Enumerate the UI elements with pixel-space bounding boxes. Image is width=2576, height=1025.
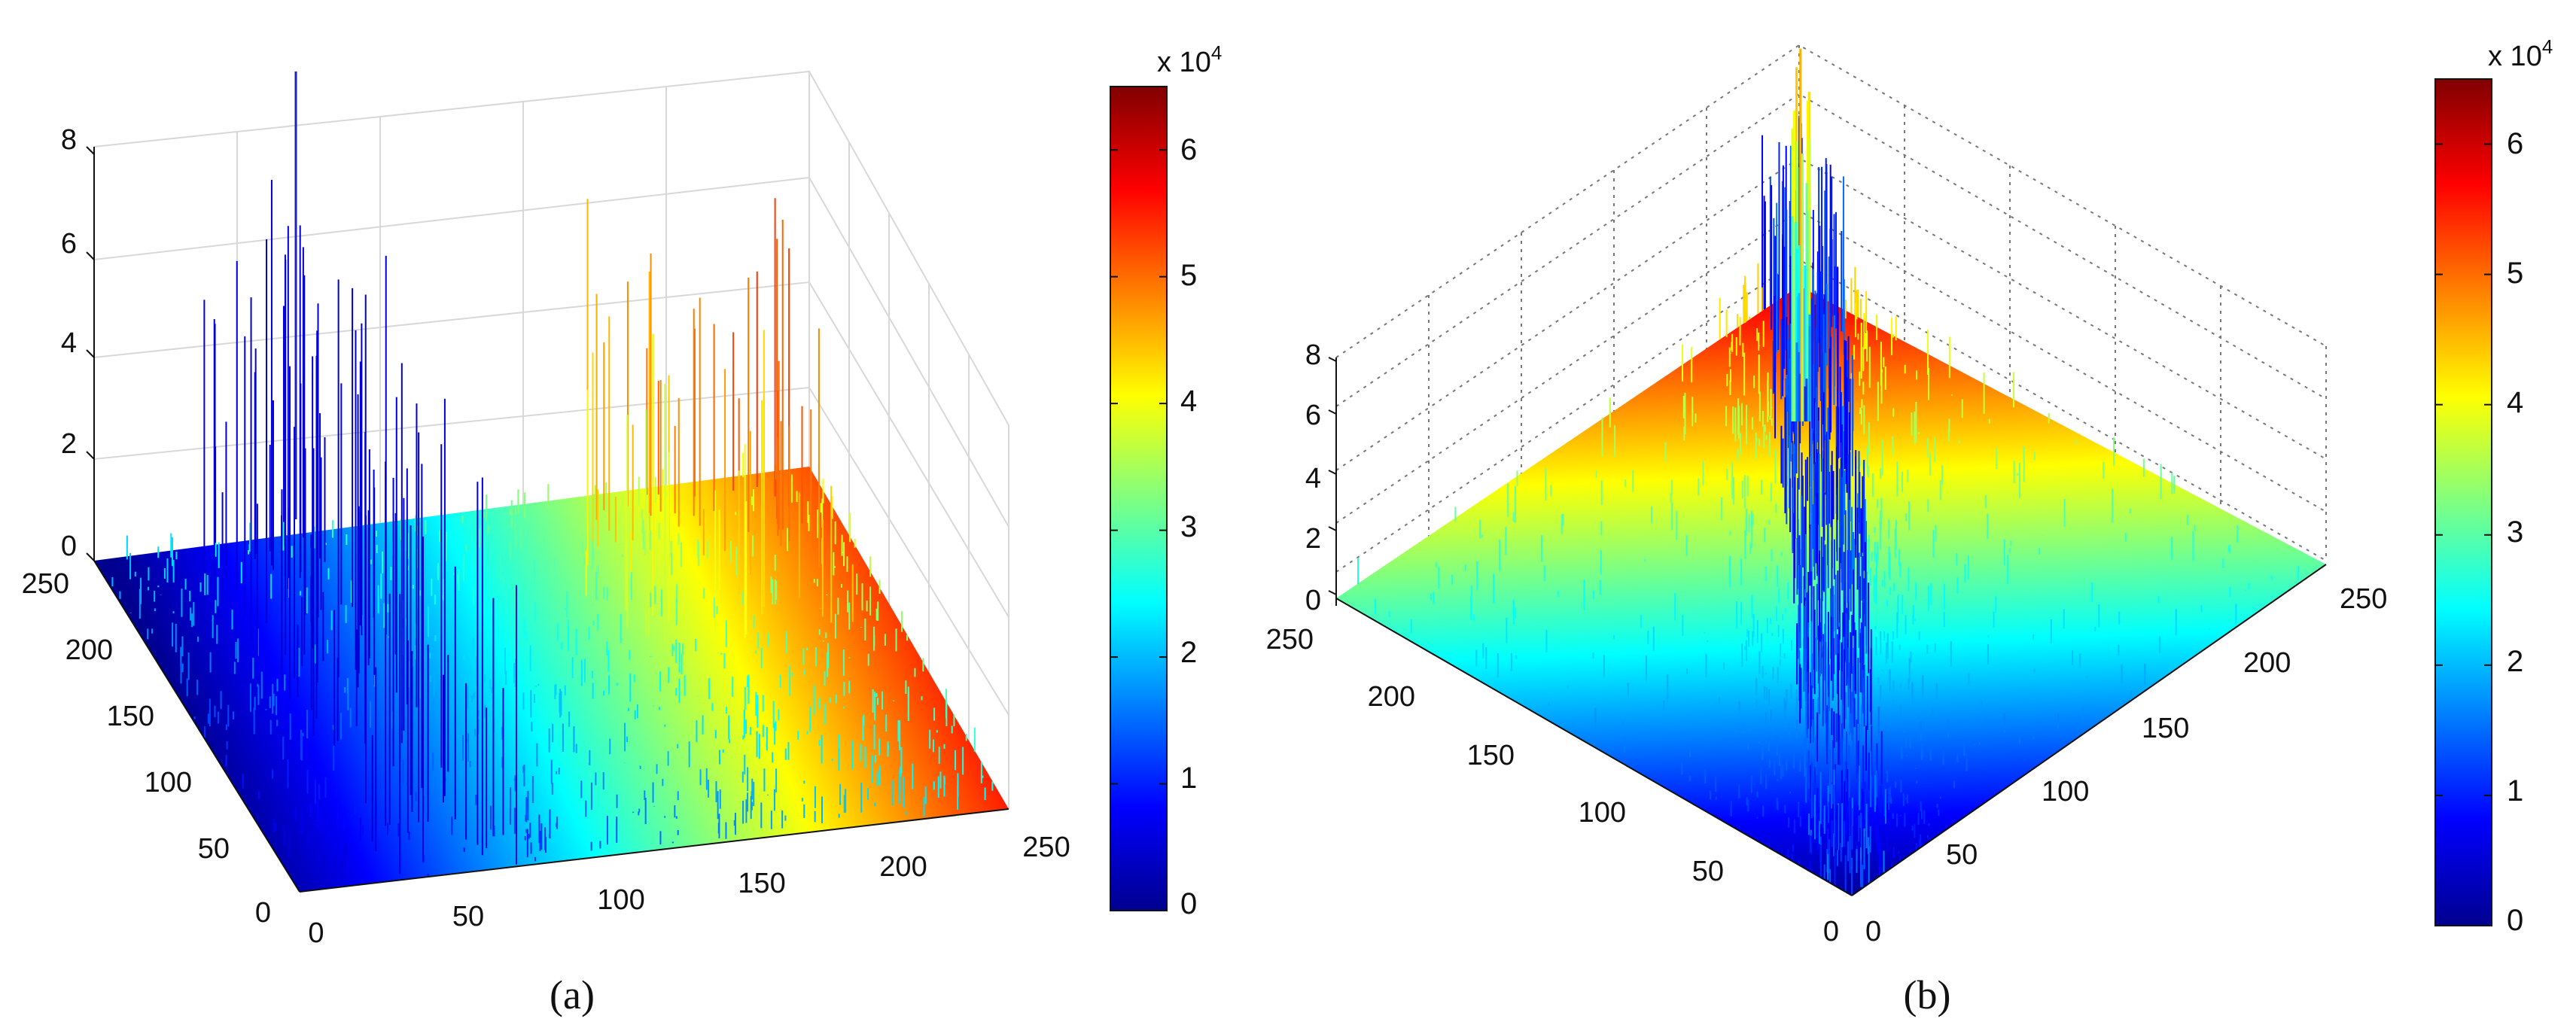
panel-a-z-tick: 4 (61, 327, 77, 359)
panel-a-colorbar (1110, 86, 1168, 911)
panel-b-colorbar-tick: 1 (2507, 774, 2523, 808)
panel-b-x-tick: 200 (2243, 647, 2291, 679)
panel-a-z-tick: 8 (61, 124, 77, 156)
panel-b-z-tick: 6 (1305, 400, 1321, 431)
panel-b-colorbar-tick: 4 (2507, 386, 2523, 419)
panel-a-colorbar-tick: 0 (1180, 887, 1197, 920)
panel-a-x-tick: 200 (879, 851, 927, 883)
panel-a-z-tick: 0 (61, 531, 77, 562)
panel-a-z-axis (86, 146, 95, 561)
panel-a: 8 6 4 2 0 0 50 100 150 200 250 0 50 100 … (22, 41, 1223, 1017)
panel-a-y-tick: 100 (145, 767, 192, 798)
panel-b: 8 6 4 2 0 250 200 150 100 50 0 0 50 100 … (1266, 35, 2553, 1017)
panel-b-spikes (1357, 48, 2300, 896)
panel-a-y-tick: 200 (65, 634, 113, 666)
panel-b-z-tick: 0 (1305, 585, 1321, 616)
panel-b-z-axis (1328, 357, 1337, 606)
panel-a-y-tick: 150 (107, 701, 154, 732)
panel-a-z-tick: 6 (61, 228, 77, 260)
panel-a-y-tick: 250 (22, 568, 69, 600)
panel-b-colorbar-tick: 2 (2507, 645, 2523, 678)
panel-b-y-tick: 200 (1368, 681, 1415, 713)
panel-a-caption: (a) (550, 972, 595, 1017)
panel-b-x-tick: 100 (2042, 776, 2089, 808)
panel-a-colorbar-tick: 6 (1180, 133, 1197, 166)
panel-a-y-tick: 50 (198, 833, 230, 865)
panel-b-x-tick: 250 (2340, 583, 2387, 615)
panel-b-colorbar-tick: 0 (2507, 904, 2523, 937)
panel-a-floor-axes (93, 560, 1009, 893)
panel-b-z-tick: 8 (1305, 339, 1321, 371)
panel-b-z-tick: 4 (1305, 463, 1321, 494)
panel-a-colorbar-tick: 2 (1180, 636, 1197, 669)
panel-b-grid (1335, 44, 2327, 573)
panel-b-colorbar-tick: 3 (2507, 516, 2523, 549)
panel-b-x-tick: 0 (1865, 916, 1881, 947)
panel-a-colorbar-tick: 1 (1180, 762, 1197, 795)
panel-a-spikes (111, 71, 994, 884)
panel-a-colorbar-tick: 4 (1180, 385, 1197, 418)
panel-b-y-tick: 0 (1823, 916, 1839, 947)
panel-a-x-tick: 100 (597, 884, 644, 916)
panel-b-caption: (b) (1904, 972, 1951, 1017)
panel-b-y-tick: 150 (1467, 740, 1515, 771)
panel-a-y-tick: 0 (255, 897, 271, 929)
panel-a-surface-floor (94, 467, 1009, 892)
panel-b-y-tick: 250 (1266, 624, 1314, 655)
panel-b-colorbar-tick: 6 (2507, 127, 2523, 160)
panel-b-x-tick: 50 (1946, 839, 1978, 871)
panel-b-y-tick: 100 (1579, 797, 1626, 829)
panel-b-colorbar-tick: 5 (2507, 257, 2523, 290)
panel-a-x-tick: 50 (452, 901, 484, 932)
panel-a-colorbar-multiplier: x 104 (1157, 41, 1222, 78)
panel-b-colorbar-multiplier: x 104 (2488, 35, 2553, 72)
panel-a-z-tick: 2 (61, 428, 77, 460)
panel-b-floor-axes (1335, 564, 2327, 896)
panel-a-colorbar-tick: 3 (1180, 510, 1197, 543)
panel-a-colorbar-tick: 5 (1180, 259, 1197, 292)
panel-b-x-tick: 150 (2142, 713, 2189, 744)
panel-a-x-tick: 150 (738, 868, 785, 899)
panel-a-x-tick: 0 (308, 917, 324, 949)
panel-a-x-tick: 250 (1022, 832, 1070, 863)
panel-b-z-tick: 2 (1305, 523, 1321, 555)
panel-b-y-tick: 50 (1692, 856, 1724, 887)
panel-b-colorbar (2434, 78, 2492, 926)
